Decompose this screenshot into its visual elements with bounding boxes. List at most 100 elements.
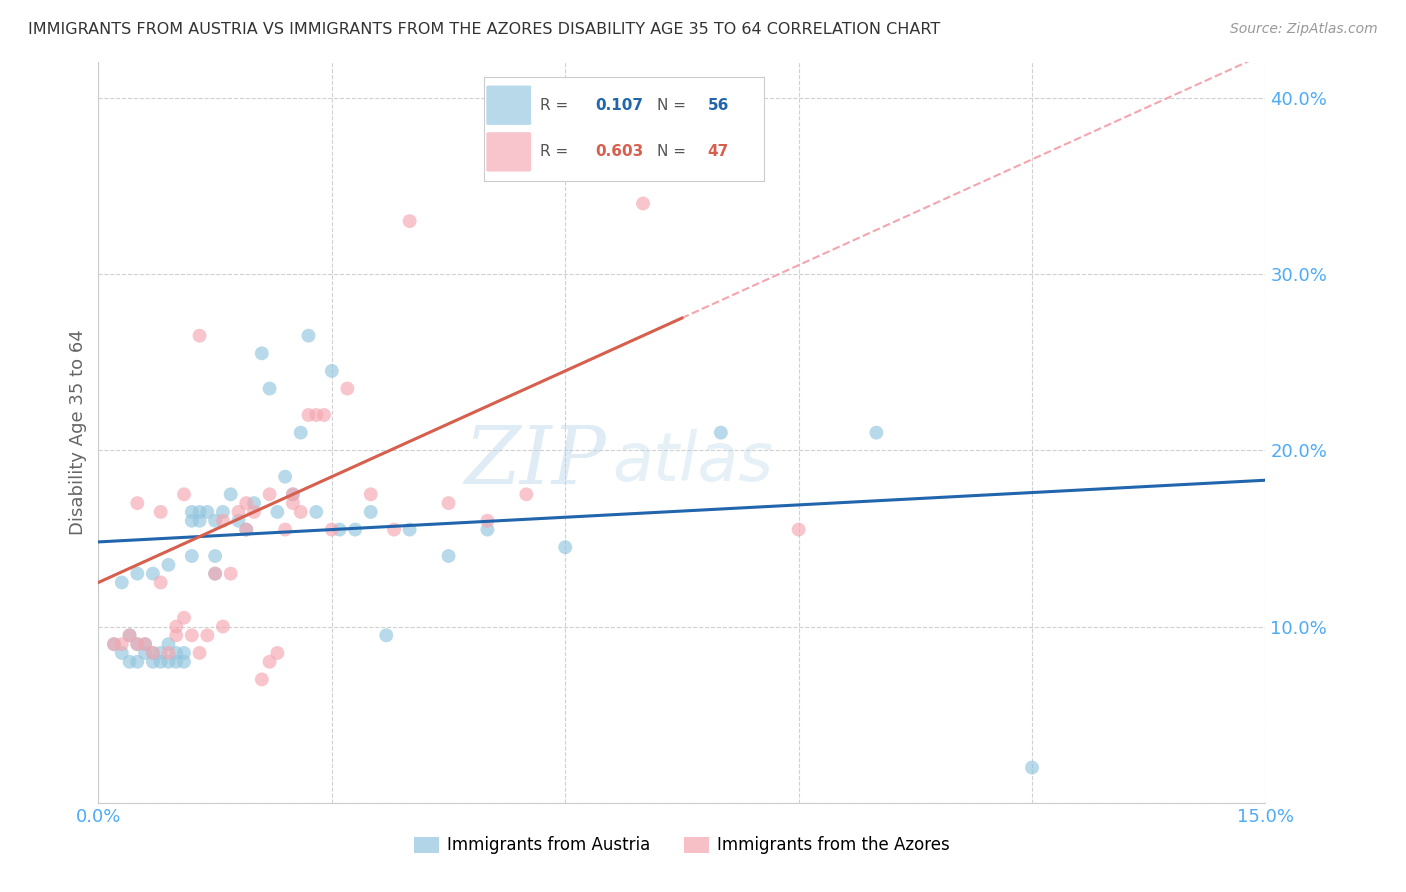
Point (127, 637, 149, 651)
Point (165, 655, 187, 669)
Point (188, 514, 211, 528)
Point (103, 637, 125, 651)
Point (235, 496, 257, 510)
Point (235, 523, 257, 537)
Point (149, 655, 172, 669)
Point (382, 523, 405, 537)
Legend: Immigrants from Austria, Immigrants from the Azores: Immigrants from Austria, Immigrants from… (408, 830, 956, 861)
Point (165, 628, 187, 642)
Point (219, 487, 242, 501)
Text: ZIP: ZIP (464, 424, 606, 501)
Point (1021, 760, 1043, 774)
Point (142, 566, 165, 581)
Point (250, 673, 273, 687)
Point (173, 655, 195, 669)
Point (173, 646, 195, 660)
Point (134, 637, 156, 651)
Point (266, 505, 288, 519)
Point (297, 328, 319, 343)
Point (118, 628, 141, 642)
Point (515, 487, 537, 501)
Point (250, 346, 273, 360)
Point (204, 566, 226, 581)
Point (188, 505, 211, 519)
Point (204, 514, 226, 528)
Point (118, 655, 141, 669)
Point (631, 196, 654, 211)
Point (212, 619, 235, 633)
Point (787, 523, 810, 537)
Point (259, 487, 281, 501)
Point (173, 610, 195, 624)
Point (188, 328, 211, 343)
Point (398, 214, 420, 228)
Point (281, 496, 304, 510)
Point (118, 628, 141, 642)
Point (477, 523, 499, 537)
Point (228, 505, 250, 519)
Point (134, 637, 156, 651)
Point (360, 487, 382, 501)
Point (204, 566, 226, 581)
Point (127, 566, 149, 581)
Point (259, 655, 281, 669)
Point (243, 496, 266, 510)
Point (344, 523, 367, 537)
Point (149, 646, 172, 660)
Point (259, 382, 281, 396)
Point (290, 425, 312, 440)
Point (290, 505, 312, 519)
Point (142, 646, 165, 660)
Point (195, 628, 218, 642)
Point (127, 496, 149, 510)
Point (157, 646, 180, 660)
Point (195, 505, 218, 519)
Point (281, 487, 304, 501)
Point (321, 364, 343, 378)
Point (111, 637, 134, 651)
Point (165, 646, 187, 660)
Point (111, 646, 134, 660)
Point (180, 514, 202, 528)
Point (149, 505, 172, 519)
Point (165, 619, 187, 633)
Point (188, 646, 211, 660)
Point (212, 505, 235, 519)
Point (180, 505, 202, 519)
Point (111, 575, 134, 590)
Point (235, 523, 257, 537)
Point (281, 487, 304, 501)
Point (305, 408, 328, 422)
Point (360, 505, 382, 519)
Point (865, 425, 887, 440)
Point (329, 523, 352, 537)
Point (134, 646, 156, 660)
Point (312, 408, 335, 422)
Point (477, 514, 499, 528)
Text: Source: ZipAtlas.com: Source: ZipAtlas.com (1230, 22, 1378, 37)
Text: atlas: atlas (612, 429, 773, 495)
Point (127, 637, 149, 651)
Point (437, 549, 460, 563)
Point (149, 575, 172, 590)
Point (142, 646, 165, 660)
Point (274, 469, 297, 483)
Point (127, 655, 149, 669)
Point (266, 646, 288, 660)
Point (375, 628, 398, 642)
Point (321, 523, 343, 537)
Point (219, 566, 242, 581)
Point (554, 540, 576, 554)
Point (437, 496, 460, 510)
Point (710, 425, 733, 440)
Point (212, 514, 235, 528)
Y-axis label: Disability Age 35 to 64: Disability Age 35 to 64 (69, 330, 87, 535)
Point (157, 637, 180, 651)
Point (142, 655, 165, 669)
Point (228, 514, 250, 528)
Point (274, 523, 297, 537)
Text: IMMIGRANTS FROM AUSTRIA VS IMMIGRANTS FROM THE AZORES DISABILITY AGE 35 TO 64 CO: IMMIGRANTS FROM AUSTRIA VS IMMIGRANTS FR… (28, 22, 941, 37)
Point (204, 549, 226, 563)
Point (336, 382, 359, 396)
Point (297, 408, 319, 422)
